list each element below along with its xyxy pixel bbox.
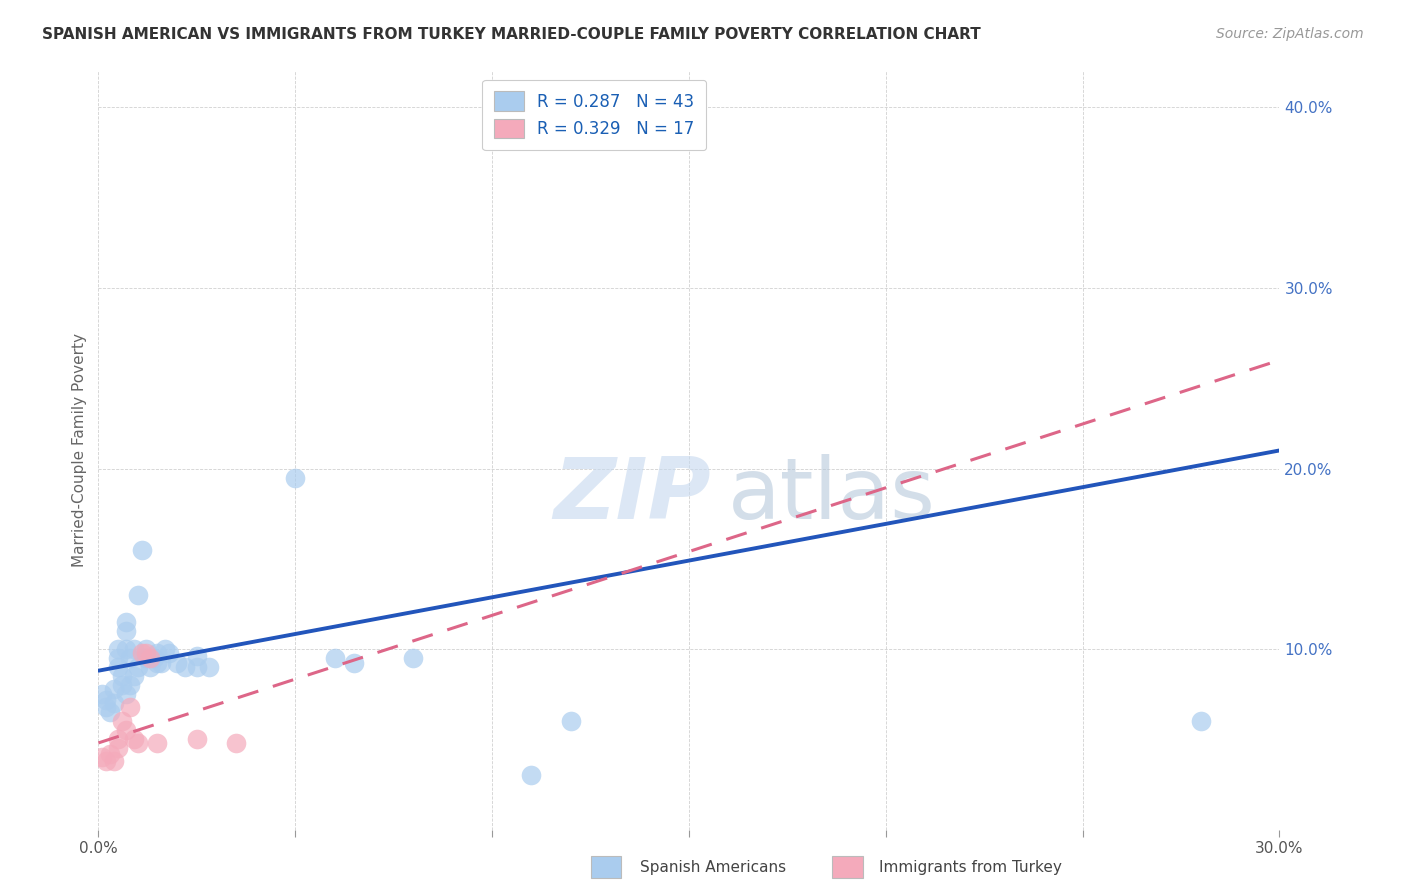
Point	[560, 714, 582, 729]
Point	[142, 651, 165, 665]
Point	[146, 646, 169, 660]
Point	[343, 657, 366, 671]
Point	[157, 646, 180, 660]
Legend: R = 0.287   N = 43, R = 0.329   N = 17: R = 0.287 N = 43, R = 0.329 N = 17	[482, 79, 706, 150]
Point	[96, 699, 118, 714]
Point	[91, 687, 114, 701]
Point	[520, 768, 543, 782]
Text: Spanish Americans: Spanish Americans	[640, 860, 786, 874]
Point	[118, 699, 141, 714]
Point	[284, 470, 307, 484]
Point	[135, 651, 157, 665]
Point	[96, 692, 118, 706]
Point	[103, 696, 125, 710]
Text: SPANISH AMERICAN VS IMMIGRANTS FROM TURKEY MARRIED-COUPLE FAMILY POVERTY CORRELA: SPANISH AMERICAN VS IMMIGRANTS FROM TURK…	[42, 27, 981, 42]
Point	[186, 660, 208, 674]
Text: Source: ZipAtlas.com: Source: ZipAtlas.com	[1216, 27, 1364, 41]
Point	[103, 754, 125, 768]
Point	[323, 651, 346, 665]
Point	[122, 642, 145, 657]
Point	[107, 651, 129, 665]
Text: Immigrants from Turkey: Immigrants from Turkey	[879, 860, 1062, 874]
Text: atlas: atlas	[728, 454, 936, 538]
Point	[111, 678, 134, 692]
Point	[146, 736, 169, 750]
Point	[115, 723, 138, 738]
Point	[138, 660, 160, 674]
Point	[91, 750, 114, 764]
Point	[98, 705, 121, 719]
Point	[107, 732, 129, 747]
Point	[138, 651, 160, 665]
Point	[96, 754, 118, 768]
Point	[186, 649, 208, 664]
Point	[115, 615, 138, 629]
Point	[115, 624, 138, 638]
Point	[131, 646, 153, 660]
Point	[107, 741, 129, 756]
Point	[186, 732, 208, 747]
Point	[111, 714, 134, 729]
Point	[115, 642, 138, 657]
Point	[122, 732, 145, 747]
Point	[127, 736, 149, 750]
Point	[103, 681, 125, 696]
Point	[127, 660, 149, 674]
Point	[402, 651, 425, 665]
Point	[150, 657, 173, 671]
Point	[122, 669, 145, 683]
Point	[127, 588, 149, 602]
Point	[131, 542, 153, 557]
Point	[107, 642, 129, 657]
Point	[166, 657, 188, 671]
Point	[118, 678, 141, 692]
Point	[1189, 714, 1212, 729]
Point	[135, 642, 157, 657]
Point	[197, 660, 219, 674]
Point	[111, 669, 134, 683]
Point	[107, 660, 129, 674]
Point	[146, 657, 169, 671]
Point	[135, 646, 157, 660]
Point	[98, 747, 121, 761]
Point	[174, 660, 197, 674]
Point	[115, 687, 138, 701]
Point	[118, 651, 141, 665]
Point	[155, 642, 177, 657]
Point	[225, 736, 247, 750]
Y-axis label: Married-Couple Family Poverty: Married-Couple Family Poverty	[72, 334, 87, 567]
Text: ZIP: ZIP	[553, 454, 711, 538]
